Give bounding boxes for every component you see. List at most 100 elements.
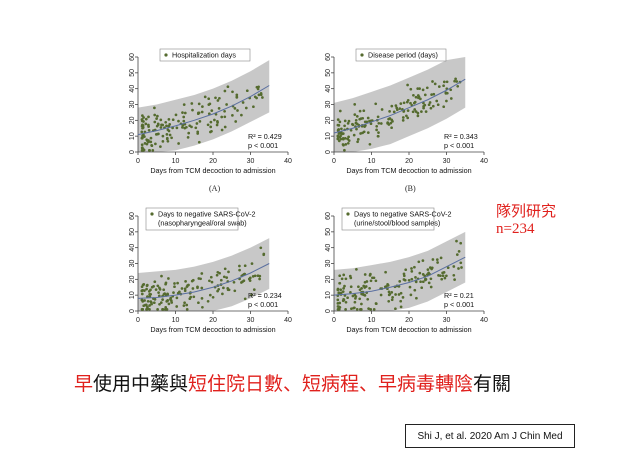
scatter-point <box>439 256 443 260</box>
scatter-point <box>379 122 383 125</box>
scatter-point <box>145 308 149 311</box>
scatter-point <box>154 288 158 291</box>
scatter-point <box>454 77 457 81</box>
scatter-point <box>402 101 406 105</box>
scatter-point <box>353 300 357 304</box>
scatter-point <box>161 308 164 311</box>
scatter-point <box>187 283 190 287</box>
scatter-point <box>157 291 160 294</box>
chart-hospitalization: 0 10 20 30 40 0 10 20 30 40 50 60 Hospitalization da… <box>116 45 296 175</box>
scatter-point <box>414 280 418 284</box>
scatter-point <box>159 301 163 304</box>
scatter-point <box>185 125 188 129</box>
scatter-point <box>398 107 402 110</box>
y-tick-label: 40 <box>129 244 136 252</box>
scatter-point <box>244 106 248 110</box>
scatter-point <box>344 308 347 311</box>
scatter-point <box>183 111 187 115</box>
x-tick-label: 0 <box>136 158 140 165</box>
legend-text: (nasopharyngeal/oral swab) <box>158 219 247 228</box>
scatter-point <box>347 135 350 139</box>
x-tick-label: 10 <box>368 158 376 165</box>
scatter-point <box>140 143 144 147</box>
stat-text: R² = 0.21 <box>444 291 474 300</box>
scatter-point <box>342 287 345 290</box>
scatter-point <box>261 96 264 99</box>
scatter-point <box>384 270 387 274</box>
y-tick-label: 0 <box>129 309 136 313</box>
scatter-point <box>347 119 351 123</box>
y-tick-label: 30 <box>325 101 332 109</box>
citation-box: Shi J, et al. 2020 Am J Chin Med <box>405 424 575 448</box>
scatter-point <box>440 277 444 281</box>
scatter-point <box>349 290 352 294</box>
x-tick-label: 10 <box>172 317 180 324</box>
scatter-point <box>208 293 212 297</box>
scatter-point <box>181 126 184 129</box>
scatter-point <box>337 308 341 311</box>
scatter-point <box>209 125 213 129</box>
fit-line <box>333 78 466 134</box>
scatter-point <box>442 84 445 88</box>
scatter-point <box>149 140 153 144</box>
scatter-point <box>177 119 180 123</box>
scatter-point <box>197 102 201 106</box>
scatter-point <box>145 287 148 291</box>
scatter-point <box>342 298 346 302</box>
scatter-point <box>346 122 350 125</box>
scatter-point <box>401 116 405 119</box>
y-tick-label: 60 <box>325 212 332 220</box>
scatter-point <box>459 241 463 245</box>
scatter-point <box>337 128 341 131</box>
scatter-point <box>256 87 260 91</box>
scatter-point <box>219 278 223 282</box>
scatter-point <box>242 279 246 283</box>
scatter-point <box>343 284 346 288</box>
scatter-point <box>167 277 170 280</box>
y-tick-label: 30 <box>129 260 136 268</box>
scatter-point <box>257 85 260 89</box>
scatter-point <box>236 109 239 112</box>
scatter-point <box>366 116 370 120</box>
y-tick-label: 10 <box>129 291 136 299</box>
panel-label-a: (A) <box>209 184 221 193</box>
study-type: 隊列研究 <box>496 204 557 220</box>
scatter-point <box>416 111 420 115</box>
scatter-point <box>387 290 391 294</box>
scatter-point <box>431 80 434 83</box>
x-tick-label: 20 <box>209 158 217 165</box>
y-tick-label: 0 <box>325 309 332 313</box>
scatter-point <box>241 101 245 104</box>
scatter-point <box>411 110 415 114</box>
scatter-point <box>172 291 175 294</box>
stat-text: R² = 0.429 <box>248 132 282 141</box>
scatter-point <box>406 116 410 120</box>
scatter-point <box>258 277 261 281</box>
stat-text: R² = 0.343 <box>444 132 478 141</box>
scatter-point <box>374 102 378 106</box>
scatter-point <box>218 96 221 100</box>
x-tick-label: 40 <box>480 158 488 165</box>
scatter-point <box>197 140 201 144</box>
chart-svg-3: 0 10 20 30 40 0 10 20 30 40 50 60 Days to negative S… <box>325 207 488 334</box>
scatter-point <box>439 274 442 278</box>
scatter-point <box>226 286 230 290</box>
scatter-point <box>336 118 340 121</box>
scatter-point <box>368 286 371 290</box>
scatter-point <box>399 305 403 309</box>
conclusion-part-1: 早 <box>74 373 94 395</box>
scatter-point <box>418 87 421 90</box>
scatter-point <box>409 101 412 105</box>
scatter-point <box>150 143 153 147</box>
legend-marker <box>346 212 350 216</box>
scatter-point <box>354 118 358 122</box>
scatter-point <box>346 141 350 145</box>
scatter-point <box>413 108 417 111</box>
scatter-point <box>369 272 372 276</box>
scatter-point <box>340 277 344 281</box>
scatter-point <box>358 109 362 113</box>
scatter-point <box>399 102 403 105</box>
scatter-point <box>144 122 148 126</box>
scatter-point <box>429 106 433 110</box>
scatter-point <box>173 282 176 285</box>
